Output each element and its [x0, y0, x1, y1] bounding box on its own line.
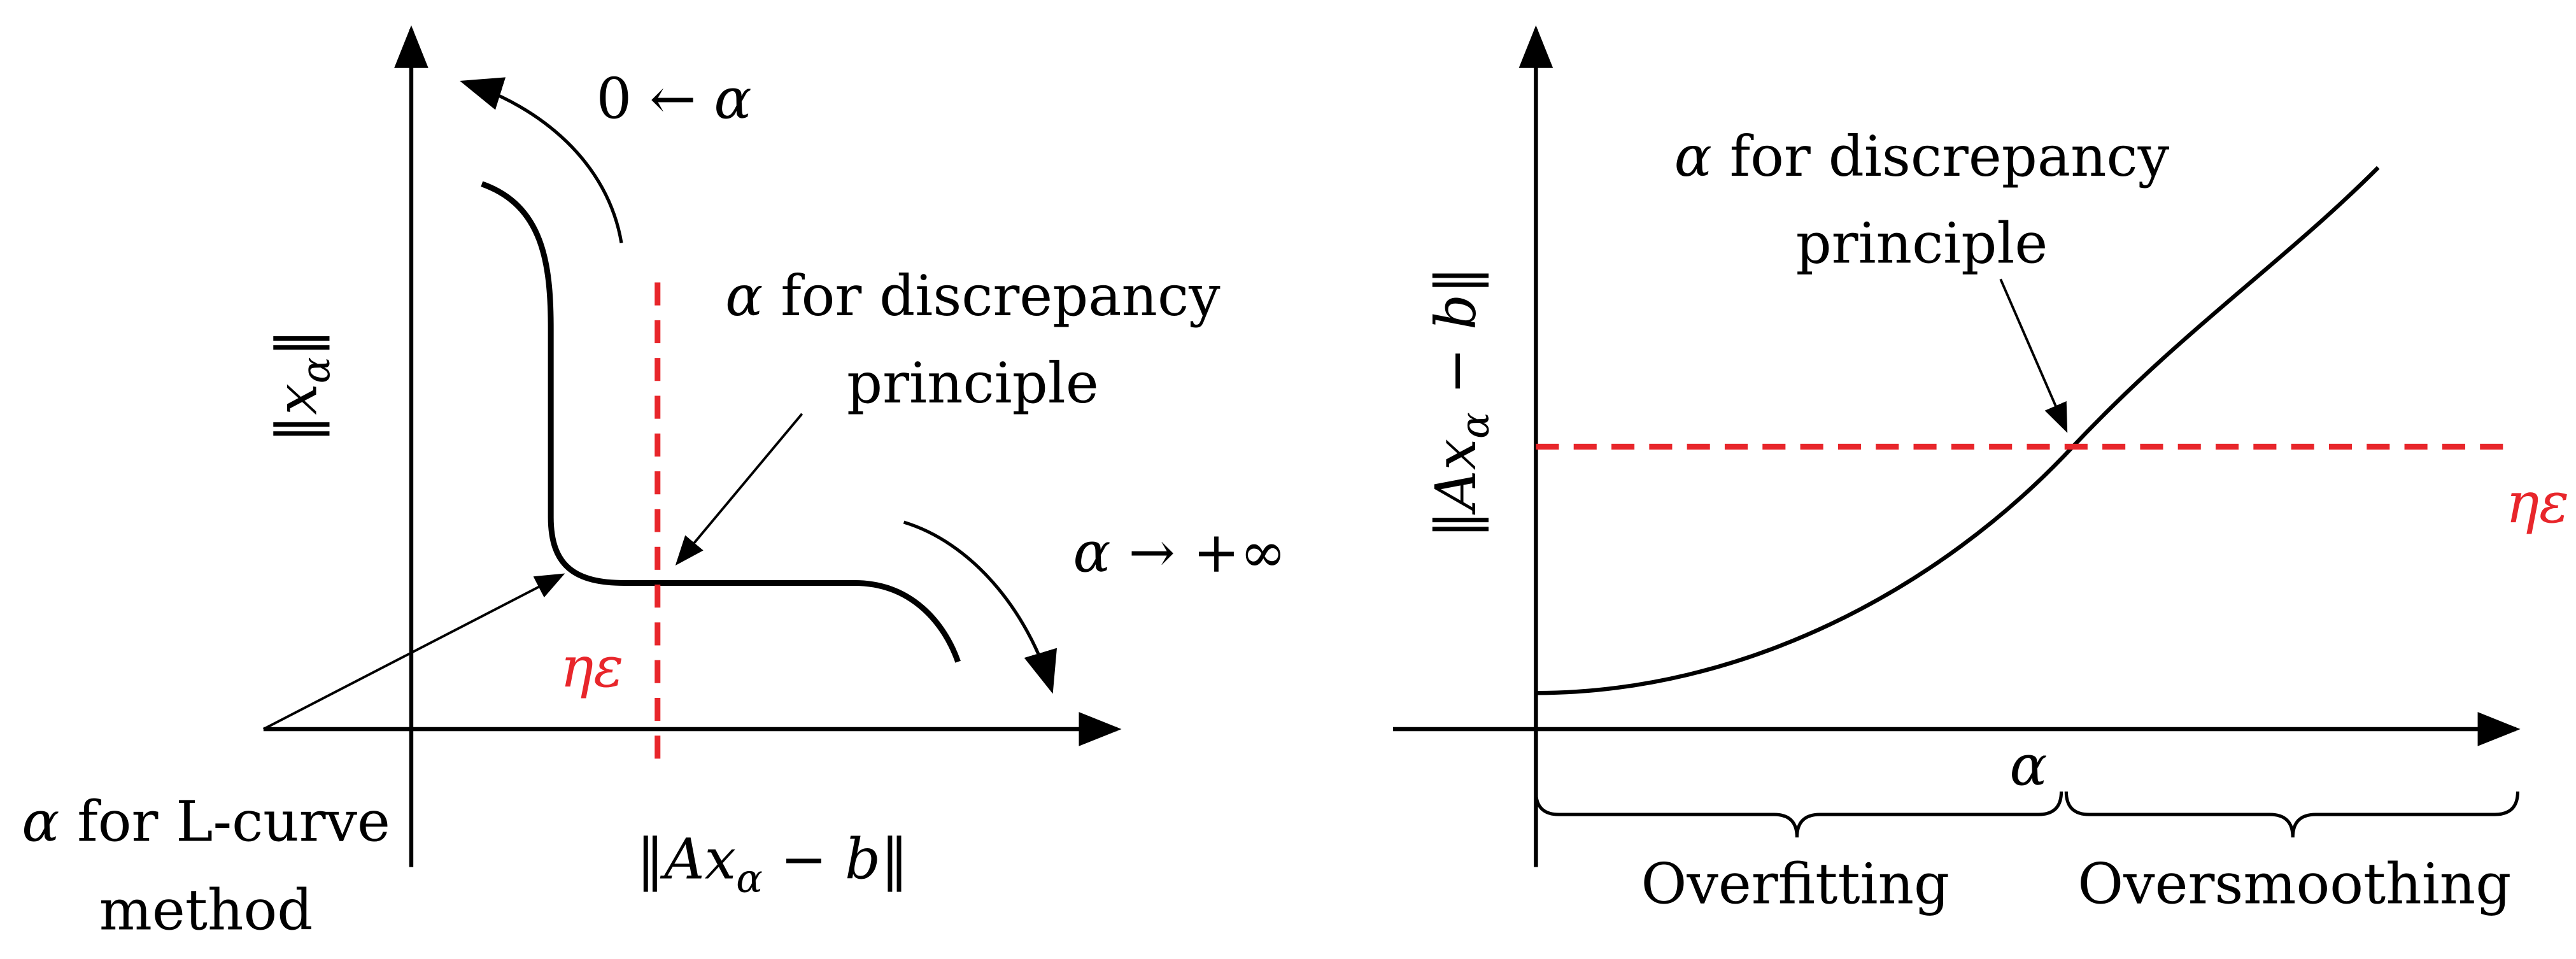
right-panel — [1393, 25, 2521, 867]
arrow — [460, 77, 623, 244]
text: ‖ — [264, 415, 329, 443]
arrow — [903, 520, 1057, 694]
discrepancy-label: principle — [1796, 211, 2048, 276]
noise-label: ηε — [560, 635, 624, 700]
text: 0 ← — [596, 67, 714, 132]
region-label: Overfitting — [1641, 851, 1950, 916]
right-labels: α for discrepancy principle ‖Axα − b‖ ηε… — [1424, 124, 2569, 916]
text: α — [1674, 124, 1712, 189]
text: → +∞ — [1111, 520, 1287, 585]
text: α — [736, 855, 763, 901]
text: ‖ — [1424, 511, 1489, 539]
text: b — [845, 827, 881, 892]
y-axis-label: ‖xα‖ — [264, 329, 339, 443]
text: α — [22, 789, 59, 854]
brace — [2064, 791, 2520, 838]
text: α — [714, 67, 751, 132]
text: α — [1452, 412, 1498, 439]
text: − — [1424, 330, 1489, 412]
text: α — [1073, 520, 1110, 585]
discrepancy-label: α for discrepancy — [725, 264, 1221, 329]
y-axis-label: ‖Axα − b‖ — [1424, 266, 1498, 539]
x-axis-label: ‖Axα − b‖ — [637, 827, 909, 902]
text: Ax — [1424, 439, 1489, 515]
left-labels: ‖xα‖ 0 ← α α for discrepancy principle α… — [22, 67, 1286, 943]
arrow — [1999, 278, 2068, 433]
top-arrow-label: 0 ← α — [596, 67, 751, 132]
text: for L-curve — [59, 789, 390, 854]
text: ‖ — [881, 827, 909, 892]
text: α — [725, 264, 763, 329]
arrow — [262, 573, 565, 730]
left-panel — [262, 25, 1122, 867]
arrow — [675, 413, 803, 566]
text: ‖ — [1424, 266, 1489, 294]
bottom-arrow-label: α → +∞ — [1073, 520, 1286, 585]
text: b — [1424, 294, 1489, 330]
discrepancy-label: α for discrepancy — [1674, 124, 2170, 189]
l-curve — [481, 181, 961, 663]
text: for discrepancy — [763, 264, 1221, 329]
lcurve-label: α for L-curve — [22, 789, 390, 854]
text: ‖ — [264, 329, 329, 357]
region-label: Oversmoothing — [2077, 851, 2511, 916]
text: ‖ — [637, 827, 665, 892]
text: α — [293, 357, 339, 383]
text: − — [763, 827, 845, 892]
x-axis-label: α — [2009, 734, 2047, 799]
text: for discrepancy — [1712, 124, 2170, 189]
noise-label: ηε — [2506, 471, 2570, 536]
lcurve-label: method — [99, 878, 313, 943]
text: x — [264, 383, 329, 415]
residual-curve — [1536, 166, 2380, 695]
text: Ax — [660, 827, 736, 892]
brace — [1534, 791, 2063, 838]
discrepancy-label: principle — [847, 351, 1099, 416]
